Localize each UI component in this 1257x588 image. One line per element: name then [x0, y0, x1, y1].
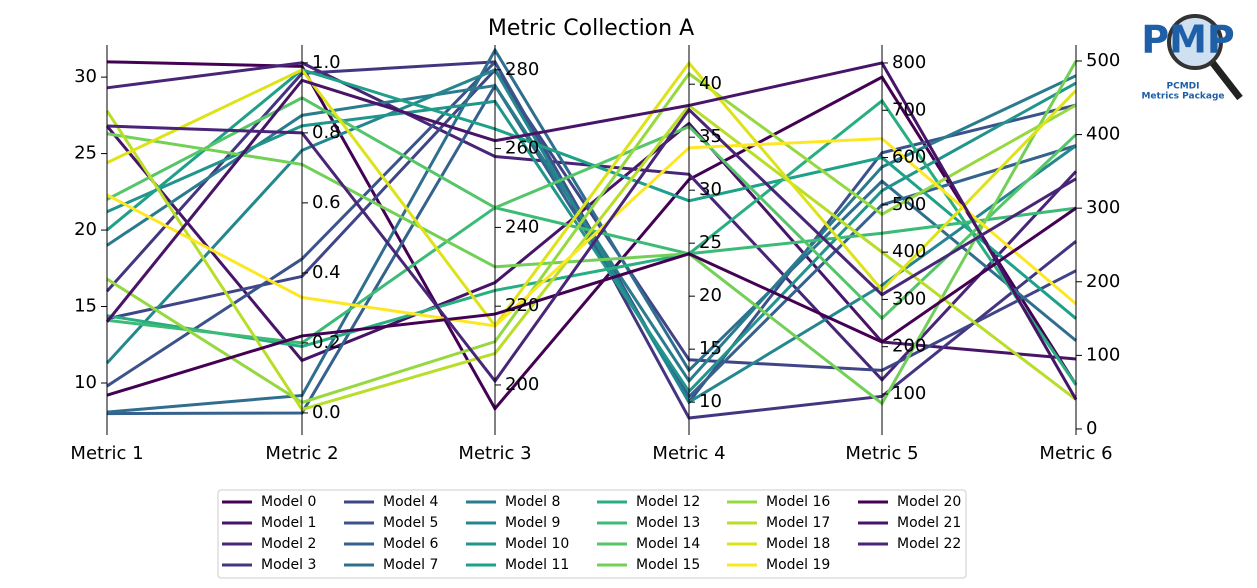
y-tick-label: 200 [892, 336, 926, 357]
y-tick-label: 220 [505, 295, 539, 316]
y-tick-label: 15 [699, 338, 722, 359]
y-tick-label: 500 [1086, 50, 1120, 71]
y-tick-label: 1.0 [312, 52, 341, 73]
logo: PMP PCMDI Metrics Package [1141, 14, 1243, 102]
y-tick-label: 300 [1086, 197, 1120, 218]
logo-line: PCMDI [1167, 82, 1200, 92]
legend-label: Model 3 [261, 557, 316, 573]
y-tick-label: 20 [74, 219, 97, 240]
legend-label: Model 7 [383, 557, 438, 573]
logo-lens [1167, 14, 1223, 70]
y-tick-label: 700 [892, 99, 926, 120]
series-line [106, 71, 1077, 405]
legend-label: Model 8 [505, 494, 560, 510]
legend-label: Model 10 [505, 536, 569, 552]
axis-label: Metric 5 [845, 443, 918, 464]
axis-label: Metric 6 [1039, 443, 1112, 464]
axis-label: Metric 2 [265, 443, 338, 464]
series-group [105, 47, 1078, 420]
series-line [105, 61, 1078, 401]
y-tick-label: 15 [74, 296, 97, 317]
axis-label: Metric 4 [652, 443, 725, 464]
series-line [106, 67, 1077, 372]
legend-label: Model 9 [505, 515, 560, 531]
y-tick-label: 0.8 [312, 122, 341, 143]
y-tick-label: 0.0 [312, 402, 341, 423]
legend-label: Model 13 [636, 515, 700, 531]
series-line [106, 98, 1078, 386]
legend-label: Model 11 [505, 557, 569, 573]
y-tick-label: 100 [1086, 344, 1120, 365]
logo-line: Metrics Package [1141, 92, 1224, 102]
axis-label: Metric 3 [458, 443, 531, 464]
y-tick-label: 260 [505, 138, 539, 159]
legend-label: Model 2 [261, 536, 316, 552]
y-tick-label: 40 [699, 73, 722, 94]
axis-label: Metric 1 [70, 443, 143, 464]
legend-label: Model 20 [897, 494, 961, 510]
series-line [106, 96, 1078, 321]
y-tick-label: 800 [892, 52, 926, 73]
y-tick-label: 0.6 [312, 192, 341, 213]
y-tick-label: 200 [1086, 271, 1120, 292]
y-tick-label: 35 [699, 126, 722, 147]
legend-label: Model 21 [897, 515, 961, 531]
y-tick-label: 200 [505, 374, 539, 395]
y-tick-label: 25 [74, 143, 97, 164]
series-line [106, 47, 1077, 414]
chart-title: Metric Collection A [488, 16, 694, 41]
y-tick-label: 0 [1086, 418, 1097, 439]
y-tick-label: 25 [699, 232, 722, 253]
y-tick-label: 20 [699, 285, 722, 306]
logo-handle [1209, 59, 1243, 101]
legend-label: Model 16 [766, 494, 830, 510]
series-line [106, 107, 1077, 384]
y-tick-label: 400 [892, 241, 926, 262]
legend-label: Model 17 [766, 515, 830, 531]
series-line [106, 68, 1077, 320]
legend-box [217, 489, 967, 579]
legend-label: Model 6 [383, 536, 438, 552]
y-tick-label: 280 [505, 59, 539, 80]
y-tick-label: 0.4 [312, 262, 341, 283]
legend-label: Model 18 [766, 536, 830, 552]
series-line [106, 60, 1078, 329]
y-tick-label: 400 [1086, 124, 1120, 145]
series-line [105, 103, 1077, 412]
legend-label: Model 22 [897, 536, 961, 552]
legend-label: Model 12 [636, 494, 700, 510]
y-tick-label: 10 [74, 372, 97, 393]
series-line [106, 206, 1077, 397]
series-line [106, 137, 1077, 328]
y-tick-label: 10 [699, 391, 722, 412]
y-tick-label: 30 [74, 66, 97, 87]
y-tick-label: 0.2 [312, 332, 341, 353]
legend-label: Model 0 [261, 494, 316, 510]
legend-label: Model 15 [636, 557, 700, 573]
legend-label: Model 5 [383, 515, 438, 531]
y-tick-label: 600 [892, 147, 926, 168]
series-line [106, 60, 1078, 406]
y-tick-label: 100 [892, 383, 926, 404]
y-tick-label: 30 [699, 179, 722, 200]
y-tick-label: 300 [892, 288, 926, 309]
legend-label: Model 14 [636, 536, 700, 552]
legend-label: Model 4 [383, 494, 438, 510]
y-tick-label: 240 [505, 216, 539, 237]
y-tick-label: 500 [892, 194, 926, 215]
legend-label: Model 19 [766, 557, 830, 573]
logo-text: PMP [1141, 18, 1235, 62]
legend-label: Model 1 [261, 515, 316, 531]
